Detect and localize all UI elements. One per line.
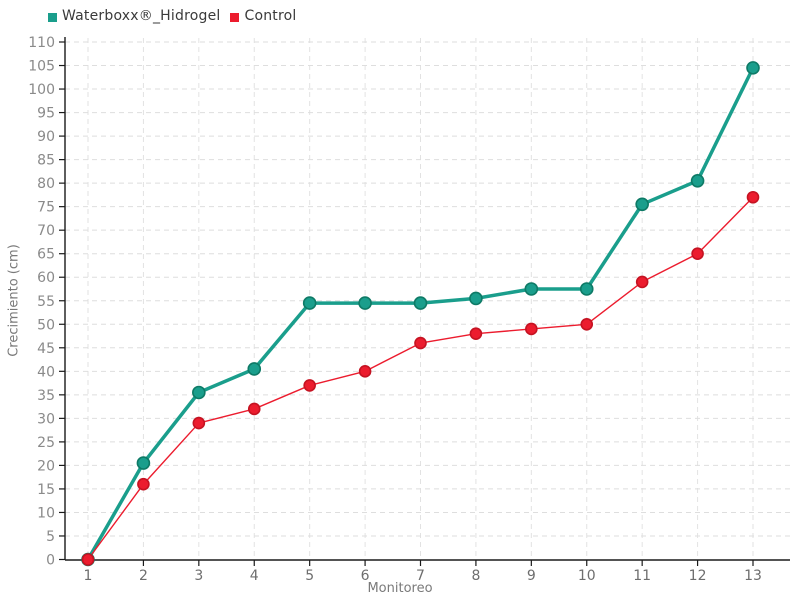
svg-text:100: 100 [28,82,55,98]
svg-text:13: 13 [744,568,762,584]
svg-text:40: 40 [37,364,55,380]
svg-text:105: 105 [28,59,55,75]
svg-text:35: 35 [37,388,55,404]
svg-text:7: 7 [416,568,425,584]
y-axis-title: Crecimiento (cm) [6,244,22,357]
svg-text:55: 55 [37,294,55,310]
svg-text:45: 45 [37,341,55,357]
svg-text:5: 5 [305,568,314,584]
svg-text:85: 85 [37,153,55,169]
svg-text:6: 6 [361,568,370,584]
svg-text:3: 3 [194,568,203,584]
svg-text:70: 70 [37,223,55,239]
svg-text:8: 8 [471,568,480,584]
svg-text:12: 12 [689,568,707,584]
svg-text:20: 20 [37,458,55,474]
waterboxx-series-swatch-icon [48,12,57,22]
svg-text:65: 65 [37,247,55,263]
svg-text:5: 5 [46,529,55,545]
svg-text:9: 9 [527,568,536,584]
svg-text:4: 4 [250,568,259,584]
svg-text:11: 11 [633,568,651,584]
waterboxx-series-label: Waterboxx®_Hidrogel [62,8,221,24]
svg-text:50: 50 [37,317,55,333]
svg-text:60: 60 [37,270,55,286]
svg-text:1: 1 [84,568,93,584]
svg-text:15: 15 [37,482,55,498]
svg-text:10: 10 [37,505,55,521]
x-axis-title: Monitoreo [367,581,433,596]
chart-legend: Waterboxx®_Hidrogel Control [48,8,297,24]
svg-text:2: 2 [139,568,148,584]
svg-text:30: 30 [37,411,55,427]
svg-text:0: 0 [46,553,55,569]
svg-text:10: 10 [578,568,596,584]
legend-item-control[interactable]: Control [230,8,296,24]
svg-text:80: 80 [37,176,55,192]
control-series-label: Control [244,8,297,24]
svg-text:90: 90 [37,129,55,145]
control-series-swatch-icon [230,12,240,22]
legend-item-waterboxx-hidrogel[interactable]: Waterboxx®_Hidrogel [48,8,220,24]
svg-text:110: 110 [28,35,55,51]
svg-text:25: 25 [37,435,55,451]
svg-text:75: 75 [37,200,55,216]
svg-text:95: 95 [37,106,55,122]
